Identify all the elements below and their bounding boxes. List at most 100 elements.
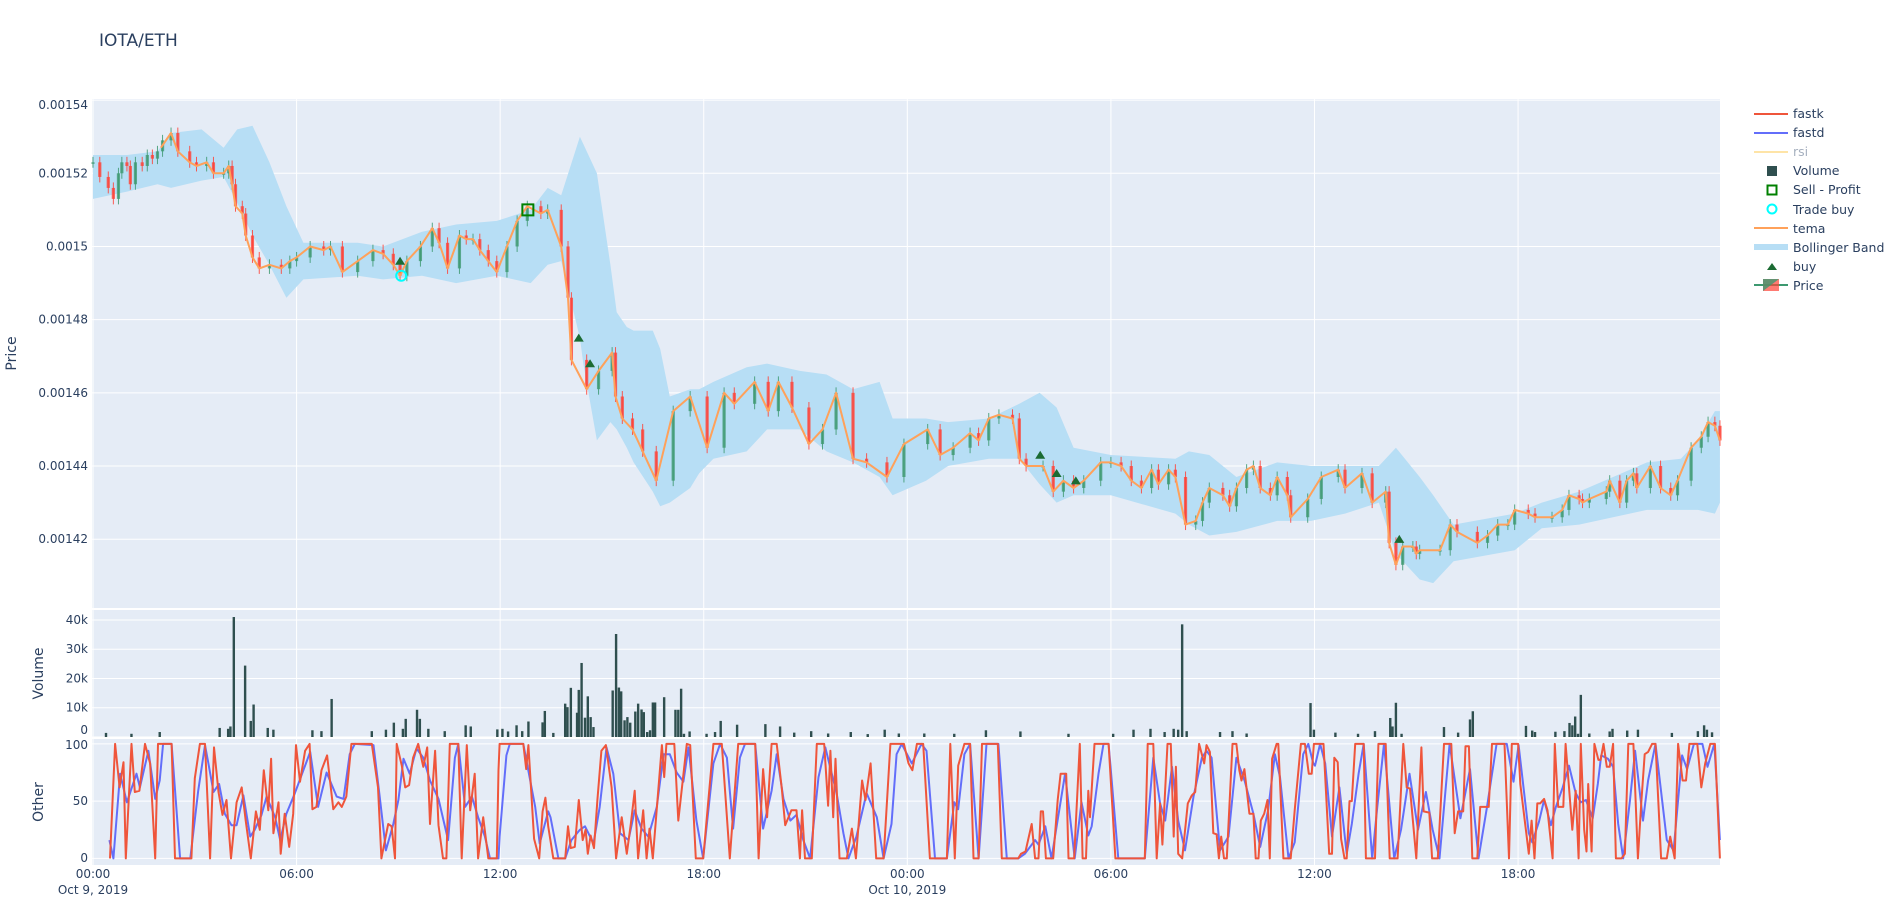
candle-decreasing xyxy=(641,429,645,452)
candle-increasing xyxy=(968,433,972,448)
candle-decreasing xyxy=(566,246,570,298)
volume-bar xyxy=(640,709,643,737)
legend-item-fastd[interactable]: fastd xyxy=(1752,123,1884,142)
candle-increasing xyxy=(1567,495,1571,510)
candle-decreasing xyxy=(240,206,244,214)
candle-decreasing xyxy=(391,253,395,265)
volume-bar xyxy=(866,734,869,737)
legend-item-volume[interactable]: Volume xyxy=(1752,161,1884,180)
candle-decreasing xyxy=(230,165,234,185)
chart-title: IOTA/ETH xyxy=(99,31,178,51)
legend-item-buy[interactable]: buy xyxy=(1752,257,1884,276)
volume-bar xyxy=(1245,733,1248,737)
candle-decreasing xyxy=(176,133,180,152)
candle-increasing xyxy=(1648,466,1652,488)
legend-item-trade_buy[interactable]: Trade buy xyxy=(1752,199,1884,218)
candle-decreasing xyxy=(1618,480,1622,503)
candle-increasing xyxy=(116,173,121,199)
candle-increasing xyxy=(1418,550,1422,554)
volume-bar xyxy=(1636,729,1640,737)
buy-signal-marker xyxy=(573,333,584,342)
volume-bar xyxy=(1702,725,1706,737)
volume-bar xyxy=(1373,731,1377,737)
candle-decreasing xyxy=(1289,495,1293,518)
legend-item-bollinger[interactable]: Bollinger Band xyxy=(1752,238,1884,257)
volume-bar xyxy=(636,703,640,737)
volume-bar xyxy=(1576,733,1580,737)
candle-decreasing xyxy=(111,187,115,199)
candle-decreasing xyxy=(128,165,132,185)
volume-bar xyxy=(1391,726,1394,737)
candle-decreasing xyxy=(1718,425,1722,441)
volume-bar xyxy=(1400,733,1403,737)
candle-increasing xyxy=(1150,469,1154,488)
x-tick-label: 18:00 xyxy=(686,867,721,881)
volume-bar xyxy=(330,698,333,737)
legend-item-rsi[interactable]: rsi xyxy=(1752,142,1884,161)
candle-increasing xyxy=(133,162,138,185)
candle-decreasing xyxy=(495,261,499,273)
candle-decreasing xyxy=(790,381,794,408)
volume-bar xyxy=(589,717,592,737)
legend-label: Trade buy xyxy=(1793,201,1855,217)
other-y-tick-label: 100 xyxy=(65,738,88,752)
buy-signal-marker xyxy=(1394,534,1405,543)
candle-increasing xyxy=(1200,502,1205,521)
candle-decreasing xyxy=(1475,531,1479,543)
volume-bar xyxy=(1533,732,1537,737)
volume-bar xyxy=(793,732,796,737)
candle-increasing xyxy=(820,429,825,445)
candle-decreasing xyxy=(1119,462,1123,467)
candle-increasing xyxy=(1587,498,1591,503)
candle-increasing xyxy=(1699,436,1703,448)
volume-bar xyxy=(1530,730,1534,737)
candle-increasing xyxy=(753,381,757,404)
candle-increasing xyxy=(155,151,160,159)
legend-item-fastk[interactable]: fastk xyxy=(1752,104,1884,123)
candle-increasing xyxy=(457,235,462,269)
x-tick-sublabel: Oct 9, 2019 xyxy=(58,883,128,897)
volume-bar xyxy=(232,617,236,737)
volume-bar xyxy=(1468,719,1472,737)
candle-decreasing xyxy=(106,176,110,188)
legend-item-sell_profit[interactable]: Sell - Profit xyxy=(1752,180,1884,199)
candle-decreasing xyxy=(233,184,238,207)
volume-bar xyxy=(735,724,739,737)
volume-bar xyxy=(705,733,708,737)
candle-decreasing xyxy=(322,246,326,251)
legend-item-price[interactable]: Price xyxy=(1752,276,1884,295)
legend-item-tema[interactable]: tema xyxy=(1752,219,1884,238)
volume-bar xyxy=(1705,729,1709,737)
volume-y-tick-label: 30k xyxy=(66,642,88,656)
legend-label: buy xyxy=(1793,258,1817,274)
candle-increasing xyxy=(834,392,838,430)
candle-increasing xyxy=(1625,480,1629,503)
candle-increasing xyxy=(1336,469,1340,477)
legend-label: fastk xyxy=(1793,106,1824,122)
volume-bar xyxy=(515,725,518,737)
candle-increasing xyxy=(308,246,312,258)
candle-increasing xyxy=(525,206,529,221)
volume-y-tick-label: 10k xyxy=(66,701,88,715)
candle-increasing xyxy=(267,264,272,269)
candle-increasing xyxy=(1275,476,1279,496)
volume-bar xyxy=(266,727,269,737)
volume-bar xyxy=(104,732,108,737)
x-tick-label: 12:00 xyxy=(1297,867,1332,881)
volume-bar xyxy=(1626,730,1629,737)
bollinger-band-area xyxy=(93,125,1720,584)
candle-increasing xyxy=(1245,469,1249,488)
rsi-legend-icon xyxy=(1754,150,1788,153)
volume-bar xyxy=(1442,727,1446,737)
volume-bar xyxy=(674,709,677,737)
candle-increasing xyxy=(1306,498,1310,518)
candle-increasing xyxy=(1166,469,1171,485)
volume-bar xyxy=(392,722,396,737)
candle-increasing xyxy=(91,162,95,164)
x-tick-label: 06:00 xyxy=(1094,867,1129,881)
volume-bar xyxy=(645,732,649,737)
candle-decreasing xyxy=(486,250,490,262)
candle-increasing xyxy=(671,411,675,481)
volume-bar xyxy=(1149,728,1152,737)
